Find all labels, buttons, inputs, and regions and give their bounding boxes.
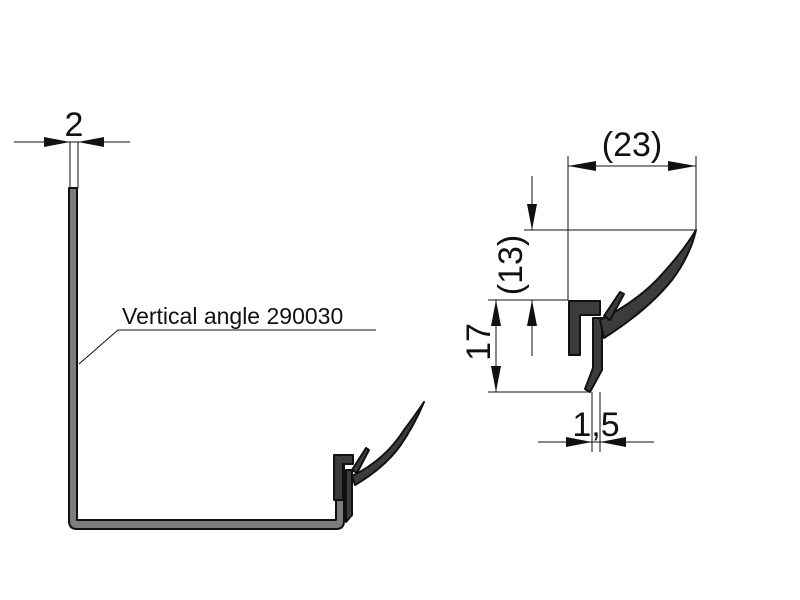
thickness-label: 2 <box>65 106 84 144</box>
callout-label: Vertical angle 290030 <box>122 303 343 329</box>
callout: Vertical angle 290030 <box>78 303 376 365</box>
seal-lip <box>351 401 425 486</box>
width-23-arrow-right <box>668 161 696 171</box>
dimension-gap-1-5: 1,5 <box>538 392 654 452</box>
right-view: (23) (13) 17 1,5 <box>460 126 697 452</box>
height-17-arrow-bottom <box>491 366 501 392</box>
height-13-arrow-top <box>527 204 537 230</box>
seal-detail-lip <box>599 229 697 339</box>
gap-1-5-label: 1,5 <box>572 406 619 444</box>
dimension-height-13: (13) <box>492 176 696 356</box>
gap-1-5-arrow-right <box>600 437 626 447</box>
height-17-label: 17 <box>460 323 498 361</box>
seal-clip <box>333 454 354 501</box>
height-13-label: (13) <box>492 235 530 295</box>
width-23-arrow-left <box>568 161 596 171</box>
seal-detail-stem <box>584 317 603 393</box>
seal-detail-clip <box>568 300 601 356</box>
width-23-label: (23) <box>602 126 662 164</box>
dimension-width-23: (23) <box>567 126 697 300</box>
seal-clip-inner <box>345 469 353 523</box>
left-view: 2 Vertical angle 290030 <box>14 106 425 530</box>
dimension-height-17: 17 <box>460 299 590 393</box>
height-13-arrow-bottom <box>527 300 537 326</box>
thickness-arrow-left <box>44 137 70 147</box>
height-17-arrow-top <box>491 300 501 326</box>
gap-1-5-arrow-left <box>566 437 592 447</box>
thickness-arrow-right <box>78 137 104 147</box>
seal-detail-fin <box>603 291 625 321</box>
dimension-thickness: 2 <box>14 106 130 188</box>
vertical-angle-profile <box>68 187 345 530</box>
seal-small-fin <box>351 447 370 474</box>
callout-leader <box>78 329 376 365</box>
